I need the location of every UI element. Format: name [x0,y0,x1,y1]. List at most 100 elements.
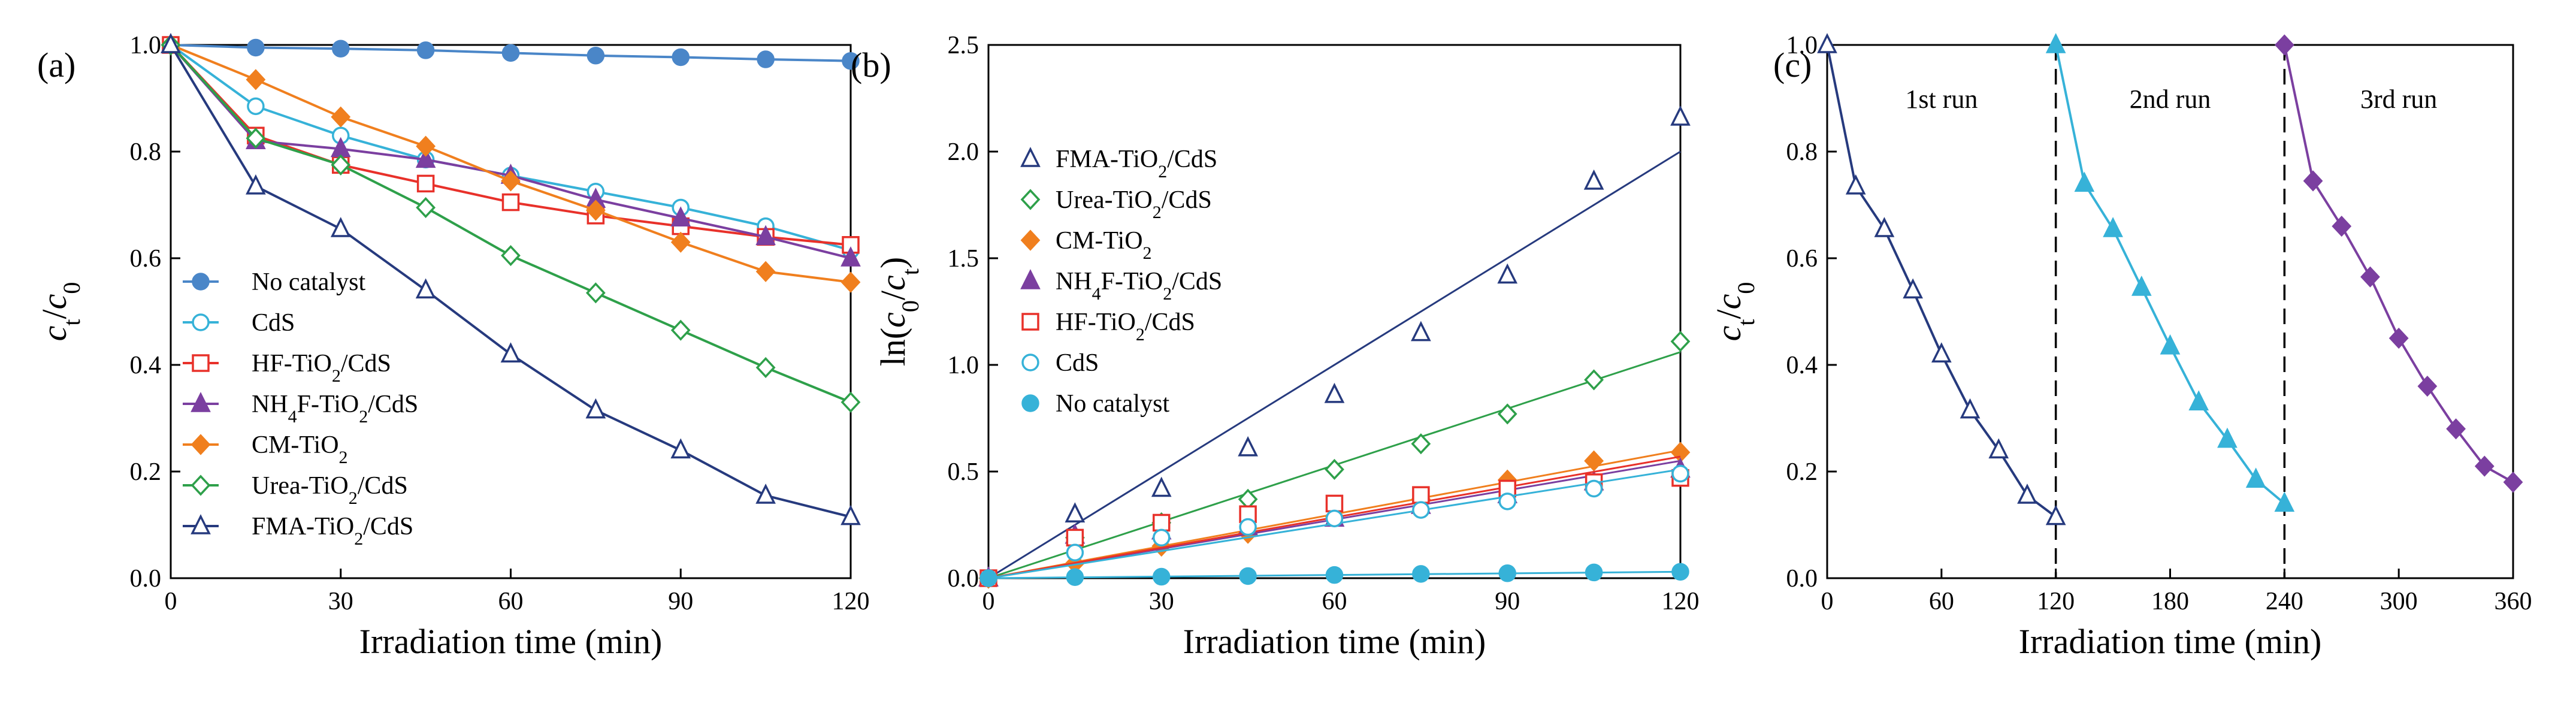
x-axis-label: Irradiation time (min) [359,622,663,661]
x-tick-label: 0 [1821,588,1834,615]
data-point [1585,563,1603,582]
panel-b: 0 30 60 90 120 0.0 0.5 1.0 1.5 2.0 2.5 Irradiation … [851,32,1700,661]
y-axis-label: ct/c0 [1709,282,1759,342]
series-fma-tio2-cds [161,33,861,525]
data-point [755,356,776,379]
data-point [1411,321,1431,342]
data-point [1497,263,1518,284]
legend-marker [191,475,211,496]
data-point [2274,491,2295,512]
y-tick-label: 0.8 [130,138,162,166]
data-point [2131,276,2152,296]
data-point [755,484,776,504]
data-point [2388,327,2409,349]
data-point [2188,390,2209,411]
data-point [1670,331,1691,352]
panel-c: 0 60 120 180 240 300 360 0.0 0.2 0.4 0.6 0.8 1.0 Irra… [1709,32,2532,661]
panel-label: (c) [1773,46,1812,84]
panel-label: (a) [37,46,75,84]
data-point [2074,171,2095,192]
data-point [1066,543,1084,562]
y-tick-label: 0.2 [1786,458,1818,486]
legend-label: FMA-TiO2/CdS [252,513,413,549]
series-2nd-run [2045,33,2295,512]
data-point [1239,518,1257,536]
data-point [1066,568,1084,586]
x-tick-label: 240 [2266,588,2303,615]
run-label: 3rd run [2360,84,2437,114]
x-tick-label: 180 [2151,588,2189,615]
legend-label: HF-TiO2/CdS [252,350,391,386]
x-tick-label: 0 [982,588,995,615]
data-point [1960,398,1981,419]
data-point [840,246,861,267]
legend-label: NH4F-TiO2/CdS [252,391,418,427]
series-line [1826,44,2057,518]
series-hf-tio2-cds [162,36,860,254]
data-point [415,278,436,299]
data-point [246,174,266,195]
x-tick-label: 0 [165,588,177,615]
data-point [416,135,436,157]
legend-marker [1021,354,1039,371]
legend-marker [191,514,211,534]
data-point [1153,513,1171,532]
legend-label: FMA-TiO2/CdS [1056,146,1217,182]
x-tick-label: 60 [1322,588,1347,615]
data-point [2217,427,2238,448]
series-line [170,44,851,246]
data-point [755,225,776,246]
data-point [670,206,691,226]
panel-label: (b) [851,46,891,84]
data-point [2103,217,2123,237]
legend-label: CdS [252,309,295,337]
legend-marker [1020,189,1041,210]
fit-line [988,150,1681,579]
data-point [840,391,861,413]
x-tick-label: 120 [832,588,870,615]
data-point [1325,509,1344,528]
data-point [585,398,606,419]
data-point [1498,493,1516,510]
y-tick-label: 0.0 [130,565,162,593]
legend-marker [191,434,211,455]
legend-label: Urea-TiO2/CdS [252,472,408,508]
y-tick-label: 0.2 [130,458,162,486]
data-point [1817,33,1837,53]
x-tick-label: 30 [328,588,353,615]
series-nh4f-tio2-cds [161,33,861,267]
data-point [501,193,520,212]
y-tick-label: 1.0 [130,32,162,59]
data-point [1874,217,1895,237]
data-point [1324,382,1345,403]
series-urea-tio2-cds [161,34,861,413]
data-point [1585,479,1603,498]
data-point [757,50,775,68]
data-point [670,231,691,253]
x-axis-label: Irradiation time (min) [1183,622,1486,661]
legend-label: CM-TiO2 [252,431,348,467]
data-point [2045,504,2066,525]
x-tick-label: 360 [2495,588,2532,615]
data-point [330,217,351,237]
legend-label: No catalyst [252,268,365,296]
data-point [501,44,520,62]
data-point [247,38,265,57]
y-tick-label: 0.0 [1786,565,1818,593]
x-tick-label: 90 [1495,588,1520,615]
data-point [1325,458,1344,481]
data-point [1845,174,1866,195]
data-point [2446,418,2466,440]
data-point [2360,266,2380,288]
run-label: 2nd run [2130,84,2211,114]
legend: No catalyst CdS HF-TiO2/CdS NH4F-TiO2/CdS CM… [183,268,418,549]
panel-a: 0 30 60 90 120 0.0 0.2 0.4 0.6 0.8 1.0 Irradiation … [35,32,870,661]
legend-label: Urea-TiO2/CdS [1056,186,1212,222]
y-tick-label: 1.5 [948,245,979,273]
y-tick-label: 0.4 [130,352,162,379]
y-tick-label: 1.0 [1786,32,1818,59]
legend-label: NH4F-TiO2/CdS [1056,268,1222,304]
data-point [979,569,997,587]
legend-label: CdS [1056,349,1099,377]
